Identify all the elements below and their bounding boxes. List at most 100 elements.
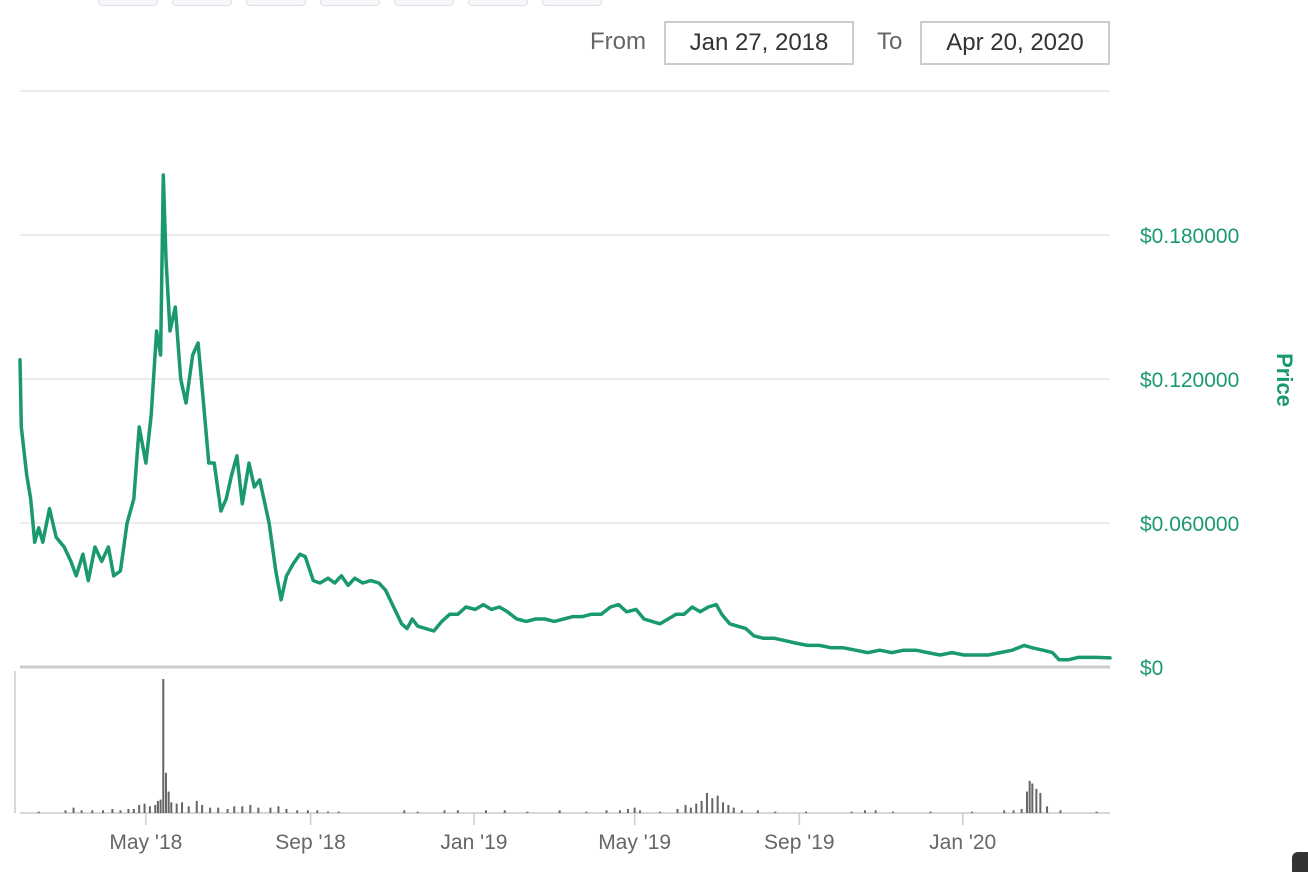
volume-bar — [503, 810, 506, 813]
volume-bar — [241, 806, 244, 813]
y-tick-label: $0 — [1140, 657, 1163, 680]
volume-bar — [119, 810, 122, 813]
volume-bar — [326, 811, 329, 813]
volume-bar — [111, 808, 114, 813]
range-button[interactable] — [320, 0, 380, 6]
volume-bar — [1095, 811, 1098, 813]
grid-lines — [14, 90, 1110, 814]
volume-bar — [170, 802, 173, 813]
y-tick-label: $0.180000 — [1140, 225, 1239, 248]
volume-bar — [805, 811, 808, 813]
scroll-corner — [1292, 852, 1308, 872]
volume-bar — [850, 811, 853, 813]
volume-bar — [127, 808, 130, 813]
x-tick-label: Sep '18 — [275, 831, 346, 854]
volume-bar — [233, 806, 236, 813]
volume-bar — [209, 807, 212, 813]
range-button[interactable] — [172, 0, 232, 6]
range-button[interactable] — [246, 0, 306, 6]
volume-bar — [605, 810, 608, 813]
volume-bar — [1035, 788, 1038, 813]
volume-bar — [626, 808, 629, 813]
volume-bar — [416, 811, 419, 813]
range-button[interactable] — [98, 0, 158, 6]
volume-bar — [756, 810, 759, 813]
from-date-input[interactable]: Jan 27, 2018 — [664, 21, 854, 65]
volume-bar — [558, 810, 561, 813]
volume-bar — [156, 800, 159, 813]
volume-bar — [695, 803, 698, 813]
volume-bar — [740, 810, 743, 813]
volume-bar — [716, 795, 719, 813]
volume-bar — [187, 806, 190, 813]
volume-bar — [164, 772, 167, 813]
volume-bar — [167, 791, 170, 813]
volume-bar — [929, 811, 932, 813]
volume-bar — [705, 792, 708, 813]
range-button[interactable] — [394, 0, 454, 6]
to-label: To — [877, 28, 903, 55]
volume-bar — [217, 807, 220, 813]
date-range-selector: From Jan 27, 2018 To Apr 20, 2020 — [0, 0, 1308, 80]
volume-bar — [443, 810, 446, 813]
volume-bar — [456, 810, 459, 813]
x-tick-label: Jan '20 — [929, 831, 996, 854]
volume-bar — [201, 804, 204, 813]
volume-bar — [732, 807, 735, 813]
volume-bar — [874, 810, 877, 813]
volume-bar — [1059, 810, 1062, 813]
volume-bar — [1028, 780, 1031, 813]
y-axis-title: Price — [1272, 353, 1297, 407]
price-series — [18, 173, 1112, 662]
volume-bars — [37, 679, 1098, 813]
x-tick-label: Sep '19 — [764, 831, 835, 854]
x-tick-label: May '18 — [109, 831, 182, 854]
volume-bar — [403, 810, 406, 813]
volume-bar — [257, 807, 260, 813]
volume-bar — [181, 802, 184, 813]
volume-bar — [1012, 810, 1015, 813]
volume-bar — [337, 811, 340, 813]
volume-bar — [971, 811, 974, 813]
x-tick-label: Jan '19 — [440, 831, 507, 854]
volume-bar — [1031, 783, 1034, 813]
volume-bar — [676, 808, 679, 813]
volume-bar — [1025, 791, 1028, 813]
volume-bar — [1020, 808, 1023, 813]
volume-bar — [774, 811, 777, 813]
volume-bar — [296, 810, 299, 813]
volume-bar — [484, 810, 487, 813]
volume-bar — [863, 810, 866, 813]
volume-bar — [154, 804, 157, 813]
volume-bar — [684, 804, 687, 813]
volume-bar — [138, 804, 141, 813]
price-line — [18, 173, 1112, 662]
volume-bar — [633, 807, 636, 813]
volume-bar — [727, 804, 730, 813]
volume-bar — [72, 807, 75, 813]
volume-bar — [102, 810, 105, 813]
volume-bar — [143, 803, 146, 813]
from-label: From — [590, 28, 646, 55]
volume-bar — [638, 810, 641, 813]
volume-bar — [892, 811, 895, 813]
volume-bar — [91, 810, 94, 813]
volume-bar — [659, 811, 662, 813]
to-date-input[interactable]: Apr 20, 2020 — [920, 21, 1110, 65]
volume-bar — [585, 811, 588, 813]
volume-bar — [700, 800, 703, 813]
volume-bar — [285, 808, 288, 813]
volume-bar — [226, 808, 229, 813]
volume-bar — [1003, 810, 1006, 813]
volume-bar — [618, 810, 621, 813]
volume-bar — [249, 804, 252, 813]
volume-bar — [64, 810, 67, 813]
volume-bar — [1039, 792, 1042, 813]
range-button[interactable] — [542, 0, 602, 6]
volume-bar — [80, 810, 83, 813]
volume-bar — [1046, 806, 1049, 813]
range-button[interactable] — [468, 0, 528, 6]
volume-bar — [277, 806, 280, 813]
volume-bar — [132, 808, 135, 813]
